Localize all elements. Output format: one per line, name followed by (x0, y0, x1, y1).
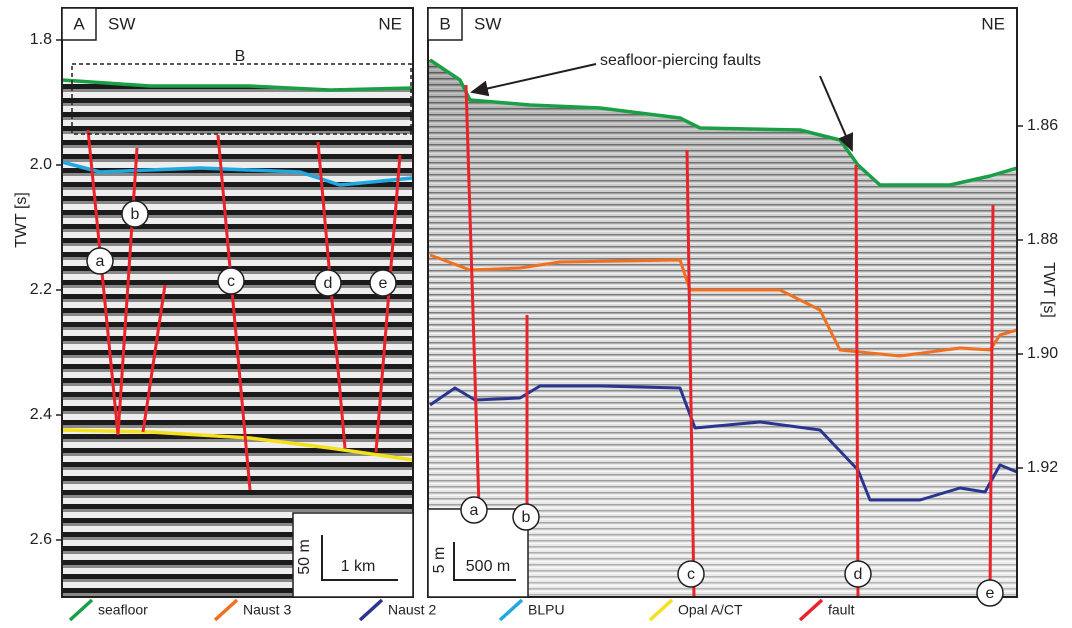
fault-marker (976, 579, 1004, 607)
legend-swatch (498, 598, 524, 622)
legend-label: Naust 3 (243, 602, 291, 618)
annotation-bg (590, 48, 830, 74)
label-box-b (427, 7, 463, 41)
direction: NE (981, 14, 1005, 33)
fault (988, 204, 995, 598)
frame-a (61, 7, 414, 598)
legend-label: BLPU (528, 602, 565, 618)
fault-marker (460, 496, 488, 524)
y-tick-label: 2.6 (30, 531, 52, 548)
legend-swatch (358, 598, 384, 622)
scale-box (427, 508, 529, 598)
seismic-a (62, 8, 413, 597)
horizon (61, 160, 414, 187)
y-tick-label: 2.2 (30, 281, 52, 298)
horizon (429, 253, 1018, 358)
y-axis-label: TWT [s] (13, 192, 30, 248)
horizon (61, 428, 414, 462)
fault-label: d (324, 275, 333, 292)
frame-b (427, 7, 1018, 598)
fault-label: b (131, 206, 140, 223)
fault-label: c (687, 566, 695, 583)
fault (116, 147, 139, 436)
fault-label: e (379, 275, 388, 292)
scale-label: 1 km (341, 558, 376, 575)
fault-marker (677, 560, 705, 588)
fault (854, 164, 860, 598)
y-tick-label: 1.8 (30, 31, 52, 48)
horizon (429, 384, 1018, 502)
fault-marker (369, 269, 397, 297)
horizon (61, 78, 414, 92)
inset-label: B (235, 48, 246, 65)
legend-swatch (68, 598, 94, 622)
legend-swatch (213, 598, 239, 622)
fault (685, 149, 696, 598)
fault (141, 284, 167, 433)
scale-label: 500 m (466, 558, 510, 575)
fault-marker (217, 267, 245, 295)
fault (464, 84, 482, 541)
legend-label: Naust 2 (388, 602, 436, 618)
legend-swatch (798, 598, 824, 622)
legend-label: fault (828, 602, 855, 618)
fault-label: a (96, 253, 105, 270)
arrow (470, 63, 597, 97)
scale-bar (321, 535, 398, 581)
annotation: seafloor-piercing faults (600, 52, 761, 69)
y-tick-label: 1.90 (1027, 345, 1058, 362)
horizon (429, 58, 1018, 187)
fault (374, 154, 402, 453)
inset-box (71, 63, 412, 135)
legend-label: seafloor (98, 602, 148, 618)
panel-label: A (73, 14, 85, 33)
arrow (819, 75, 853, 152)
fault-marker (314, 269, 342, 297)
legend-label: Opal A/CT (678, 602, 743, 618)
fault (216, 134, 252, 491)
scale-label: 5 m (431, 547, 448, 574)
fault-marker (844, 560, 872, 588)
legend-swatch (648, 598, 674, 622)
y-tick-label: 2.0 (30, 156, 52, 173)
fault-marker (86, 247, 114, 275)
scale-bar (453, 542, 516, 581)
label-box-a (61, 7, 97, 41)
y-tick-label: 2.4 (30, 406, 52, 423)
fault-label: a (470, 502, 479, 519)
direction: SW (474, 14, 501, 33)
fault-label: b (522, 509, 531, 526)
fault-marker (512, 503, 540, 531)
y-tick-label: 1.92 (1027, 459, 1058, 476)
direction: NE (378, 14, 402, 33)
y-tick-label: 1.86 (1027, 117, 1058, 134)
fault-marker (121, 200, 149, 228)
scale-label: 50 m (296, 539, 313, 575)
panel-label: B (439, 14, 450, 33)
fault-label: e (986, 585, 995, 602)
y-axis-label: TWT [s] (1040, 262, 1057, 318)
fault (86, 129, 120, 436)
fault-label: c (227, 273, 235, 290)
direction: SW (108, 14, 135, 33)
y-tick-label: 1.88 (1027, 231, 1058, 248)
water-b (428, 8, 1017, 185)
fault-label: d (854, 566, 863, 583)
water-a (62, 8, 413, 90)
scale-box (292, 512, 414, 598)
